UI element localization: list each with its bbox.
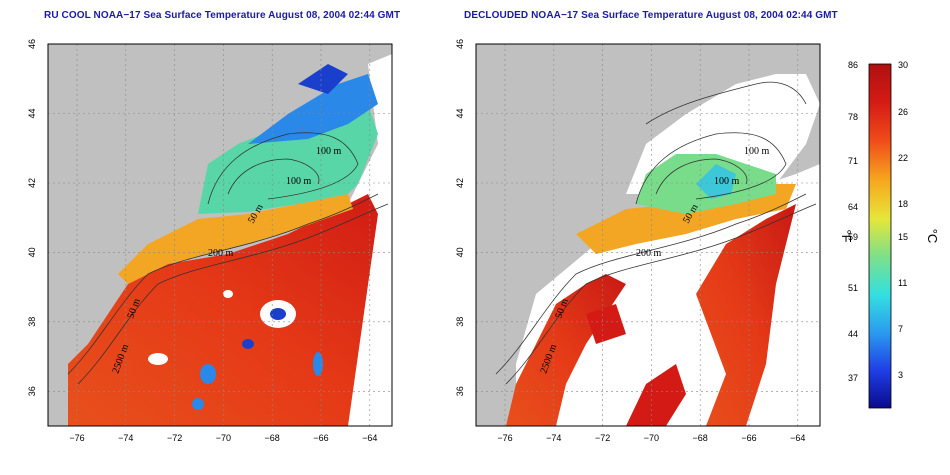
shelf-band	[118, 194, 353, 284]
temperature-colorbar: 86 78 71 64 59 51 44 37 30 26 22 18 15 1…	[836, 58, 946, 418]
y-tick-label: 42	[27, 178, 37, 188]
colorbar-gradient	[868, 63, 892, 409]
celsius-ticks: 30 26 22 18 15 11 7 3	[898, 60, 908, 380]
f-tick-label: 44	[848, 329, 858, 339]
y-tick-label: 36	[27, 386, 37, 396]
left-map-title: RU COOL NOAA−17 Sea Surface Temperature …	[44, 10, 401, 21]
y-tick-label: 44	[27, 108, 37, 118]
cold-water-patch	[298, 64, 348, 94]
fahrenheit-ticks: 86 78 71 64 59 51 44 37	[848, 60, 858, 383]
x-tick-label: −68	[693, 433, 708, 443]
x-tick-label: −74	[546, 433, 561, 443]
x-tick-label: −72	[595, 433, 610, 443]
y-tick-label: 46	[455, 39, 465, 49]
x-tick-label: −74	[118, 433, 133, 443]
x-tick-label: −70	[644, 433, 659, 443]
raw-sst-map-canvas: 100 m 100 m 50 m 200 m 50 m 2500 m −76 −…	[27, 39, 393, 443]
x-tick-label: −68	[265, 433, 280, 443]
y-tick-label: 44	[455, 108, 465, 118]
warm-water-patch	[626, 364, 686, 426]
x-axis: −76 −74 −72 −70 −68 −66 −64	[69, 433, 377, 443]
bathymetry-contours	[67, 132, 389, 385]
colorbar-canvas: 86 78 71 64 59 51 44 37 30 26 22 18 15 1…	[839, 60, 940, 409]
f-tick-label: 51	[848, 283, 858, 293]
x-tick-label: −64	[362, 433, 377, 443]
x-tick-label: −76	[497, 433, 512, 443]
fahrenheit-unit-label: °F	[839, 229, 854, 242]
c-tick-label: 26	[898, 107, 908, 117]
y-tick-label: 38	[27, 317, 37, 327]
y-tick-label: 36	[455, 386, 465, 396]
raw-sst-map: 100 m 100 m 50 m 200 m 50 m 2500 m −76 −…	[27, 39, 393, 443]
c-tick-label: 22	[898, 153, 908, 163]
c-tick-label: 11	[898, 278, 907, 288]
cool-water-patch	[696, 164, 736, 199]
x-tick-label: −70	[216, 433, 231, 443]
f-tick-label: 86	[848, 60, 858, 70]
contour-label: 200 m	[636, 248, 662, 259]
y-tick-label: 40	[27, 247, 37, 257]
y-tick-label: 46	[27, 39, 37, 49]
cold-water-area	[248, 74, 378, 144]
map-frame	[47, 43, 393, 427]
x-axis: −76 −74 −72 −70 −68 −66 −64	[497, 433, 805, 443]
f-tick-label: 64	[848, 202, 858, 212]
declouded-sst-map: 100 m 100 m 50 m 200 m 50 m 2500 m −76 −…	[455, 39, 821, 443]
f-tick-label: 71	[848, 156, 858, 166]
x-tick-label: −66	[313, 433, 328, 443]
f-tick-label: 37	[848, 373, 858, 383]
grid-lines	[476, 43, 820, 426]
warm-water-area	[68, 194, 378, 426]
cloud-patches	[148, 290, 323, 410]
y-axis: 46 44 42 40 38 36	[27, 39, 37, 396]
x-tick-label: −66	[741, 433, 756, 443]
map-frame	[475, 43, 821, 427]
grid-lines	[48, 43, 392, 426]
contour-label: 100 m	[744, 146, 770, 157]
x-tick-label: −64	[790, 433, 805, 443]
y-tick-label: 42	[455, 178, 465, 188]
celsius-unit-label: °C	[925, 229, 940, 244]
y-axis: 46 44 42 40 38 36	[455, 39, 465, 396]
bathymetry-contours	[495, 81, 817, 385]
c-tick-label: 15	[898, 232, 908, 242]
f-tick-label: 78	[848, 112, 858, 122]
c-tick-label: 7	[898, 324, 903, 334]
contour-label: 100 m	[286, 176, 312, 187]
declouded-sst-map-canvas: 100 m 100 m 50 m 200 m 50 m 2500 m −76 −…	[455, 39, 821, 443]
f-tick-label: 59	[848, 232, 858, 242]
c-tick-label: 18	[898, 199, 908, 209]
x-tick-label: −72	[167, 433, 182, 443]
y-tick-label: 40	[455, 247, 465, 257]
contour-label: 200 m	[208, 248, 234, 259]
y-tick-label: 38	[455, 317, 465, 327]
contour-label: 100 m	[714, 176, 740, 187]
right-map-title: DECLOUDED NOAA−17 Sea Surface Temperatur…	[464, 10, 838, 21]
x-tick-label: −76	[69, 433, 84, 443]
c-tick-label: 30	[898, 60, 908, 70]
warm-water-area	[696, 204, 796, 426]
c-tick-label: 3	[898, 370, 903, 380]
warm-water-patch	[586, 304, 626, 344]
contour-label: 100 m	[316, 146, 342, 157]
